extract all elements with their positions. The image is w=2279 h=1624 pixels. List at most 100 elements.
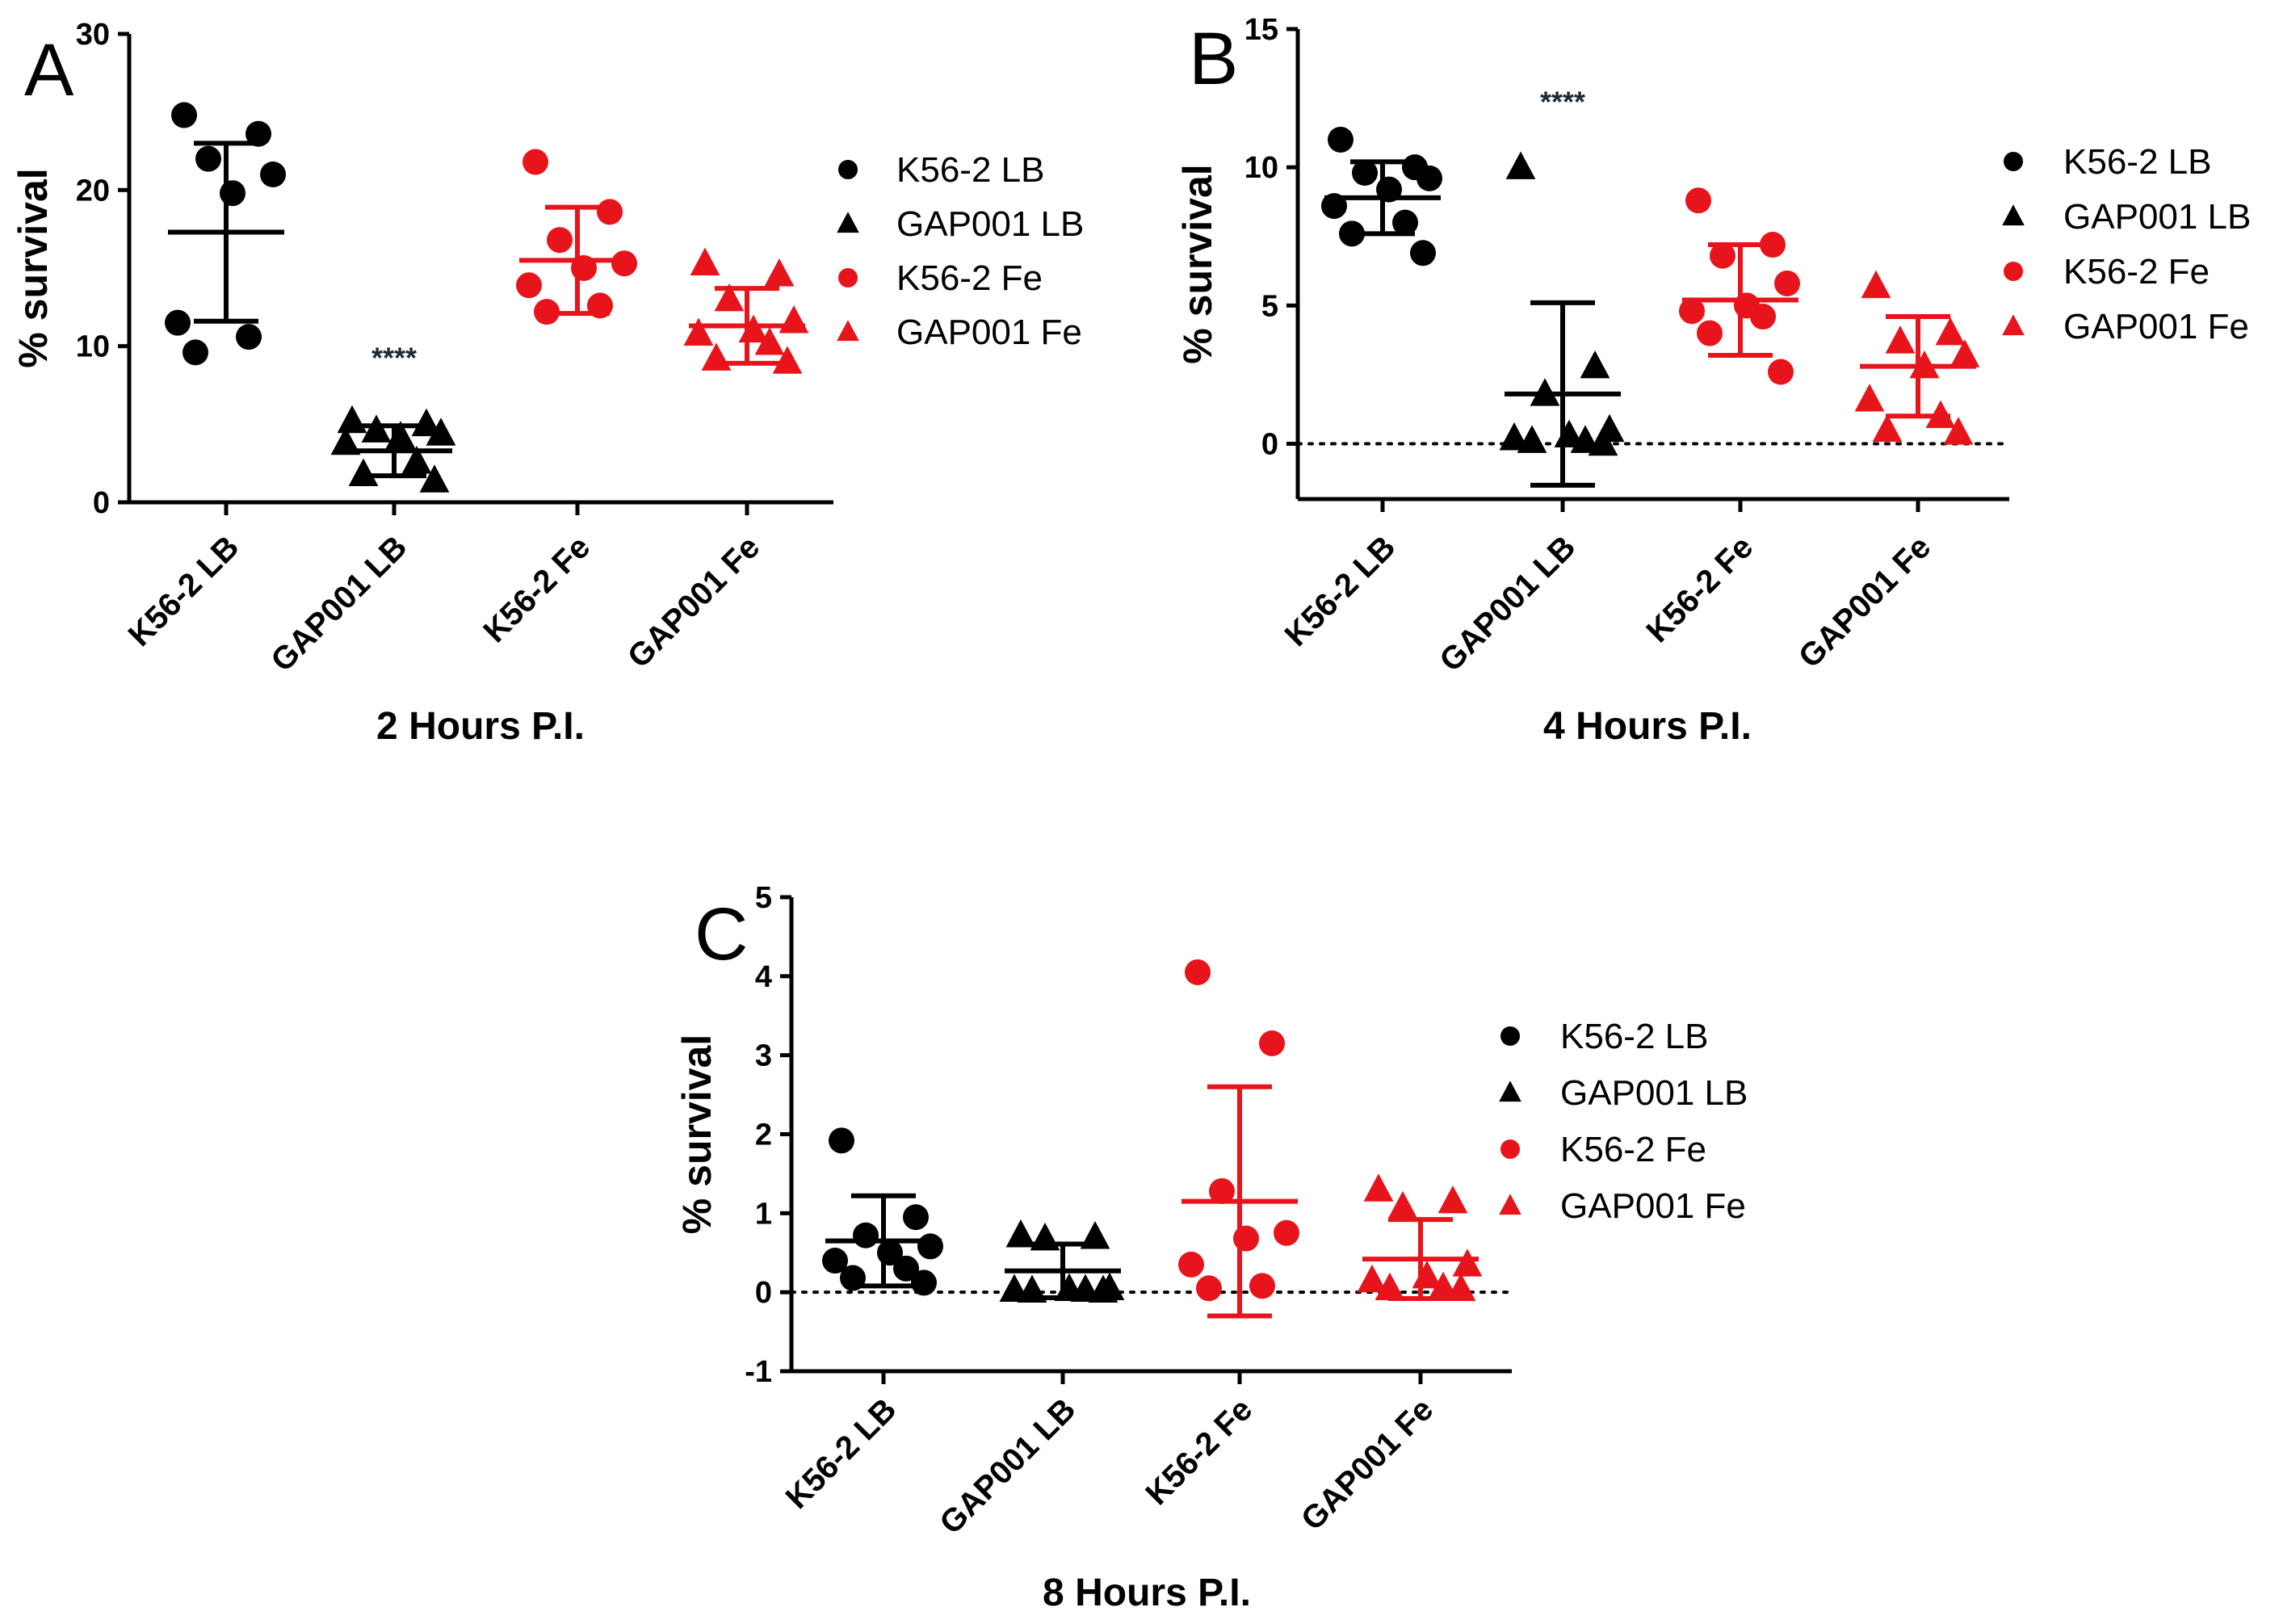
data-point — [764, 258, 795, 287]
data-point — [1437, 1185, 1468, 1214]
legend-marker — [1500, 1026, 1520, 1046]
data-point — [1363, 1173, 1394, 1202]
data-point — [829, 1127, 854, 1154]
data-point — [361, 414, 392, 443]
legend-label: GAP001 LB — [1560, 1073, 1748, 1113]
x-tick-label: GAP001 Fe — [1792, 529, 1937, 674]
legend-label: K56-2 Fe — [1560, 1130, 1706, 1169]
x-tick-label: GAP001 LB — [264, 529, 413, 678]
data-point — [1178, 1251, 1204, 1278]
data-point — [1588, 427, 1618, 456]
legend-marker — [2004, 152, 2023, 171]
data-point — [1233, 1225, 1259, 1252]
y-tick-label: 4 — [755, 960, 772, 994]
x-tick-label: K56-2 Fe — [476, 529, 597, 649]
legend-marker — [1500, 1139, 1520, 1159]
x-axis-title: 4 Hours P.I. — [1543, 705, 1752, 748]
data-point — [1088, 1274, 1119, 1303]
x-tick-label: K56-2 LB — [122, 529, 246, 653]
data-point — [236, 324, 262, 350]
data-point — [1943, 417, 1974, 445]
data-point — [1387, 1190, 1418, 1219]
data-point — [1697, 320, 1723, 346]
legend-marker — [2002, 314, 2025, 336]
y-tick-label: 20 — [76, 174, 110, 208]
x-tick-label: K56-2 Fe — [1139, 1391, 1259, 1512]
panel-letter: B — [1189, 18, 1238, 100]
y-tick-label: 5 — [1261, 289, 1278, 323]
data-point — [853, 1222, 879, 1248]
data-point — [1410, 240, 1436, 266]
data-point — [330, 426, 361, 455]
data-point — [195, 145, 221, 172]
legend-label: K56-2 Fe — [2063, 252, 2210, 292]
data-point — [165, 309, 191, 336]
y-tick-label: 0 — [755, 1276, 772, 1310]
data-point — [1196, 1275, 1222, 1302]
data-point — [1005, 1219, 1036, 1248]
data-point — [1950, 339, 1980, 367]
y-tick-label: 30 — [76, 18, 110, 52]
data-point — [1352, 160, 1378, 187]
legend-label: K56-2 LB — [896, 150, 1044, 190]
data-point — [1274, 1219, 1299, 1246]
y-tick-label: 1 — [755, 1197, 772, 1231]
x-tick-label: K56-2 LB — [779, 1391, 904, 1516]
x-tick-label: K56-2 LB — [1278, 529, 1403, 653]
panel-letter: A — [24, 29, 74, 111]
y-axis-title: % survival — [1175, 164, 1220, 363]
data-point — [1417, 165, 1442, 191]
legend-marker — [837, 212, 859, 233]
data-point — [1750, 304, 1776, 330]
data-point — [911, 1269, 937, 1296]
data-point — [1428, 1271, 1458, 1300]
x-axis-title: 8 Hours P.I. — [1043, 1572, 1251, 1614]
data-point — [1580, 350, 1610, 379]
legend-marker — [838, 268, 858, 287]
data-point — [779, 305, 809, 334]
data-point — [1392, 209, 1418, 236]
data-point — [516, 272, 542, 299]
x-tick-label: K56-2 Fe — [1639, 529, 1760, 649]
y-tick-label: 10 — [76, 330, 110, 364]
significance-stars: **** — [371, 342, 417, 375]
data-point — [690, 247, 720, 275]
data-point — [1935, 317, 1966, 346]
data-point — [917, 1233, 943, 1260]
legend-marker — [2002, 204, 2025, 226]
legend-label: K56-2 LB — [1560, 1017, 1708, 1056]
data-point — [171, 102, 197, 128]
data-point — [260, 162, 286, 187]
legend-label: K56-2 LB — [2063, 142, 2211, 182]
data-point — [903, 1204, 929, 1231]
y-axis-title: % survival — [10, 168, 56, 367]
data-point — [1774, 270, 1800, 296]
data-point — [822, 1248, 848, 1274]
y-tick-label: 3 — [755, 1039, 772, 1073]
data-point — [1885, 325, 1916, 354]
data-point — [683, 317, 714, 346]
data-point — [1185, 959, 1211, 985]
legend-label: GAP001 Fe — [896, 313, 1082, 352]
panel-letter: C — [695, 893, 748, 976]
y-tick-label: 0 — [93, 486, 110, 520]
y-tick-label: 5 — [755, 881, 772, 915]
data-point — [1861, 270, 1891, 299]
data-point — [547, 227, 573, 254]
data-point — [220, 180, 246, 207]
data-point — [523, 149, 548, 175]
y-tick-label: 15 — [1244, 13, 1278, 47]
significance-stars: **** — [1540, 86, 1585, 119]
data-point — [1357, 1264, 1387, 1293]
data-point — [1499, 422, 1530, 451]
data-point — [1710, 242, 1735, 269]
data-point — [337, 405, 367, 434]
data-point — [1209, 1177, 1235, 1204]
x-axis-title: 2 Hours P.I. — [376, 705, 585, 748]
legend-label: GAP001 Fe — [2063, 307, 2249, 346]
data-point — [714, 283, 745, 312]
legend-marker — [837, 320, 859, 342]
legend-label: GAP001 Fe — [1560, 1186, 1746, 1226]
y-tick-label: 2 — [755, 1118, 772, 1152]
